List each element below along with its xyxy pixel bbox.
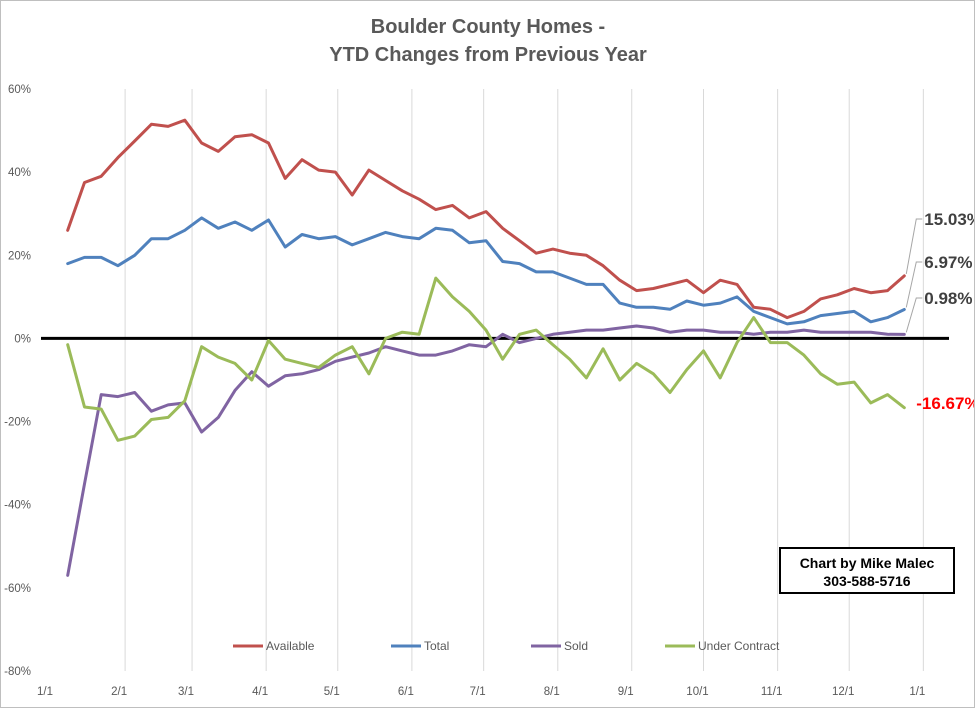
series-line-available <box>66 118 906 320</box>
x-tick-label: 6/1 <box>398 686 414 698</box>
series-line-total <box>66 216 906 326</box>
y-tick-label: -40% <box>4 500 31 512</box>
x-tick-label: 1/1 <box>37 686 53 698</box>
y-tick-label: 60% <box>8 84 31 96</box>
x-tick-label: 4/1 <box>252 686 268 698</box>
legend: Available Total Sold Under Contract <box>233 639 780 653</box>
y-tick-label: -80% <box>4 666 31 678</box>
credit-name: Chart by Mike Malec <box>799 555 935 571</box>
chart-title-line-1: Boulder County Homes - <box>371 16 605 38</box>
x-axis-ticks: 1/1 2/1 3/1 4/1 5/1 6/1 7/1 8/1 9/1 10/1 11/1 12/1 1… <box>37 686 925 698</box>
x-tick-label: 5/1 <box>324 686 340 698</box>
series-lines <box>66 118 906 577</box>
gridlines <box>124 89 924 671</box>
x-tick-label: 9/1 <box>618 686 634 698</box>
legend-label: Total <box>424 639 449 653</box>
x-tick-label: 1/1 <box>909 686 925 698</box>
x-tick-label: 3/1 <box>178 686 194 698</box>
end-label-sold: 0.98% <box>924 289 972 308</box>
credit-box: Chart by Mike Malec 303-588-5716 <box>779 547 955 594</box>
end-label-total: 6.97% <box>924 253 972 272</box>
x-tick-label: 7/1 <box>470 686 486 698</box>
y-tick-label: -60% <box>4 583 31 595</box>
credit-phone: 303-588-5716 <box>823 573 911 589</box>
end-label-under-contract: -16.67% <box>916 394 974 413</box>
x-tick-label: 8/1 <box>544 686 560 698</box>
end-label-leader <box>905 261 923 308</box>
end-labels: 15.03% 6.97% 0.98% -16.67% <box>916 210 974 413</box>
y-tick-label: 20% <box>8 250 31 262</box>
series-line-sold <box>66 324 906 577</box>
x-tick-label: 11/1 <box>761 686 783 698</box>
y-axis-ticks: 60% 40% 20% 0% -20% -40% -60% -80% <box>4 84 31 678</box>
x-tick-label: 2/1 <box>111 686 127 698</box>
legend-label: Available <box>266 639 315 653</box>
y-tick-label: 0% <box>14 333 31 345</box>
legend-label: Under Contract <box>698 639 780 653</box>
end-label-available: 15.03% <box>924 210 974 229</box>
chart-title-line-2: YTD Changes from Previous Year <box>329 44 647 66</box>
x-tick-label: 10/1 <box>686 686 708 698</box>
y-tick-label: -20% <box>4 417 31 429</box>
legend-label: Sold <box>564 639 588 653</box>
end-label-connectors <box>905 218 923 333</box>
end-label-leader <box>905 297 923 333</box>
y-tick-label: 40% <box>8 167 31 179</box>
end-label-leader <box>905 218 923 275</box>
x-tick-label: 12/1 <box>832 686 854 698</box>
series-line-under-contract <box>66 276 906 442</box>
